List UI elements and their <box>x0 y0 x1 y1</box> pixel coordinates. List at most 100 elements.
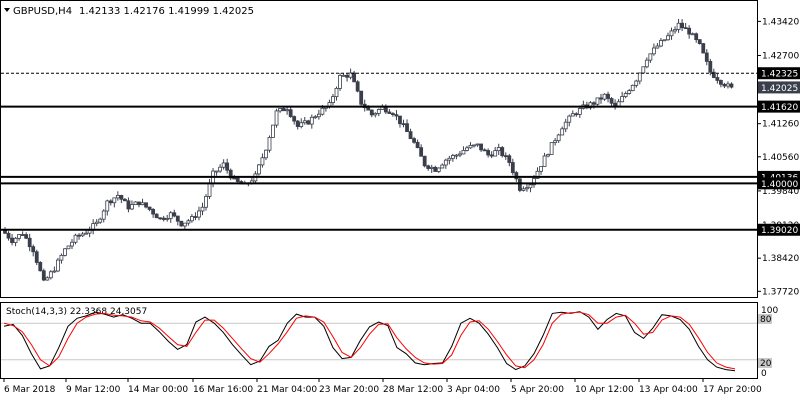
candle-body <box>472 144 476 147</box>
price-tag-box <box>758 223 800 236</box>
candle-body <box>94 221 99 225</box>
candle-body <box>55 259 60 272</box>
candle-body <box>313 116 318 119</box>
candle-body <box>193 216 198 218</box>
candle-body <box>408 131 413 140</box>
price-tag-label: 1.42325 <box>761 70 798 80</box>
candle-body <box>429 166 434 169</box>
time-tick-label: 13 Apr 04:00 <box>639 385 698 395</box>
candle-body <box>450 155 455 159</box>
time-tick-label: 14 Mar 00:00 <box>128 385 188 395</box>
time-tick-label: 9 Mar 12:00 <box>66 385 121 395</box>
candle-body <box>556 134 561 142</box>
candle-body <box>521 188 526 191</box>
candle-body <box>359 90 364 105</box>
stoch-group <box>1 311 757 372</box>
candle-body <box>274 110 279 126</box>
candle-body <box>718 80 723 85</box>
candle-body <box>546 154 550 157</box>
candle-body <box>200 206 205 212</box>
candle-body <box>426 165 431 169</box>
candle-body <box>697 39 702 45</box>
candle-body <box>190 216 194 222</box>
candles-group <box>3 18 734 282</box>
candle-body <box>387 111 392 114</box>
candle-body <box>482 149 487 152</box>
candle-body <box>436 167 441 172</box>
candle-body <box>105 200 110 212</box>
candle-body <box>489 154 494 157</box>
candle-body <box>567 115 572 123</box>
candle-body <box>101 210 106 220</box>
candle-body <box>690 33 695 36</box>
candle-body <box>662 39 667 42</box>
candle-body <box>175 215 180 222</box>
candle-body <box>77 234 81 237</box>
stoch-tag-80: 80 <box>760 315 772 325</box>
stoch-signal-line <box>3 311 736 370</box>
stoch-frame <box>0 302 758 379</box>
candle-body <box>465 147 469 151</box>
candle-body <box>655 45 660 49</box>
candle-body <box>235 177 240 182</box>
chart-symbol: GBPUSD,H4 <box>13 6 72 17</box>
price-tag-box <box>758 177 800 190</box>
candle-body <box>271 124 275 138</box>
time-tick-label: 17 Apr 20:00 <box>703 385 762 395</box>
candle-body <box>172 212 177 217</box>
chart-collapse-arrow-icon[interactable] <box>4 8 10 12</box>
price-tag-box <box>758 67 800 80</box>
price-tick-label: 1.43420 <box>762 17 799 27</box>
candle-body <box>161 217 166 220</box>
candle-body <box>553 140 558 144</box>
candle-body <box>486 150 491 156</box>
candle-body <box>722 83 727 87</box>
candle-body <box>627 90 632 94</box>
candle-body <box>232 177 237 180</box>
candle-body <box>687 27 692 35</box>
stoch-tag-80-box <box>758 314 772 324</box>
price-axis: 1.434201.427001.419801.412601.405601.398… <box>757 17 800 297</box>
candle-body <box>644 59 649 68</box>
candle-body <box>398 115 402 125</box>
candle-body <box>334 87 339 98</box>
stoch-main-line <box>3 311 736 372</box>
candle-body <box>154 213 159 219</box>
candle-body <box>666 35 670 41</box>
candle-body <box>20 234 25 236</box>
candle-body <box>704 52 709 62</box>
candle-body <box>38 262 43 272</box>
candle-body <box>63 248 67 256</box>
candle-body <box>225 162 230 171</box>
candle-body <box>257 164 261 175</box>
candle-body <box>458 153 462 156</box>
candle-body <box>197 210 201 218</box>
candle-body <box>468 145 473 149</box>
candle-body <box>260 157 265 166</box>
candle-body <box>108 200 113 204</box>
price-tag-label: 1.39020 <box>761 226 798 236</box>
candle-body <box>676 22 681 30</box>
candle-body <box>70 241 74 247</box>
candle-body <box>278 108 282 112</box>
candle-body <box>539 166 543 172</box>
candle-body <box>10 237 14 243</box>
price-tick-label: 1.38420 <box>762 254 799 264</box>
candle-body <box>500 147 505 157</box>
main-chart-frame <box>0 0 758 298</box>
stoch-axis-100: 100 <box>761 306 778 316</box>
price-tag-label: 1.42025 <box>761 84 798 94</box>
time-tick-label: 10 Apr 12:00 <box>575 385 634 395</box>
candle-body <box>549 142 554 155</box>
candle-body <box>267 136 272 151</box>
candle-body <box>510 162 515 173</box>
candle-body <box>281 108 286 112</box>
candle-body <box>542 155 547 167</box>
candle-body <box>214 170 219 173</box>
candle-body <box>729 83 734 88</box>
candle-body <box>147 206 152 210</box>
time-axis: 6 Mar 2018 9 Mar 12:00 14 Mar 00:00 16 Mar … <box>3 378 762 395</box>
candle-body <box>517 178 522 191</box>
candle-body <box>73 234 78 243</box>
